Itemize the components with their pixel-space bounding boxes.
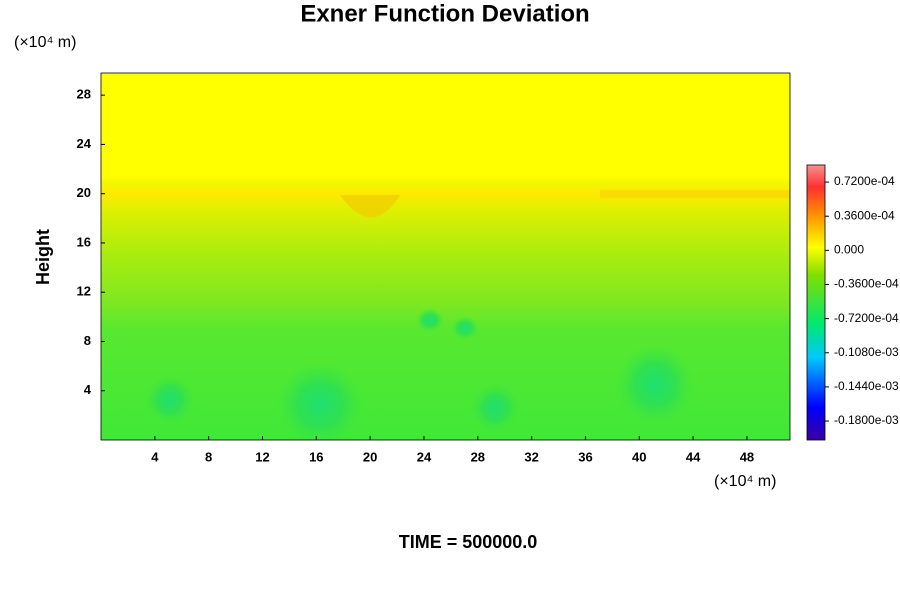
colorbar-tick-label: 0.3600e-04 [834, 208, 895, 222]
y-tick-label: 4 [84, 382, 92, 397]
y-unit-label: (×10⁴ m) [14, 34, 76, 51]
x-tick-label: 20 [363, 449, 377, 464]
time-label: TIME = 500000.0 [399, 532, 538, 552]
y-axis-label: Height [33, 229, 53, 285]
y-tick-label: 28 [77, 87, 91, 102]
y-tick-label: 8 [84, 333, 91, 348]
colorbar-tick-label: -0.1440e-03 [834, 379, 899, 393]
colorbar-tick-label: -0.1080e-03 [834, 345, 899, 359]
x-tick-label: 36 [578, 449, 592, 464]
x-tick-label: 4 [151, 449, 159, 464]
y-tick-label: 12 [77, 284, 91, 299]
y-tick-label: 20 [77, 185, 91, 200]
colorbar-tick-label: -0.3600e-04 [834, 277, 899, 291]
colorbar-tick-label: -0.7200e-04 [834, 311, 899, 325]
contour-field [101, 73, 790, 440]
x-unit-label: (×10⁴ m) [714, 473, 776, 490]
x-tick-label: 44 [686, 449, 701, 464]
x-tick-label: 40 [632, 449, 646, 464]
x-tick-label: 8 [205, 449, 212, 464]
x-tick-label: 12 [255, 449, 269, 464]
x-tick-label: 32 [524, 449, 538, 464]
y-tick-label: 16 [77, 234, 91, 249]
x-tick-label: 28 [471, 449, 485, 464]
colorbar-tick-label: -0.1800e-03 [834, 413, 899, 427]
chart-title: Exner Function Deviation [300, 0, 589, 27]
x-tick-label: 16 [309, 449, 323, 464]
plot-frame [100, 72, 791, 441]
colorbar-tick-label: 0.7200e-04 [834, 174, 895, 188]
x-tick-label: 24 [417, 449, 432, 464]
y-tick-label: 24 [77, 136, 92, 151]
x-tick-label: 48 [740, 449, 754, 464]
colorbar [806, 164, 826, 441]
colorbar-tick-label: 0.000 [834, 243, 864, 257]
